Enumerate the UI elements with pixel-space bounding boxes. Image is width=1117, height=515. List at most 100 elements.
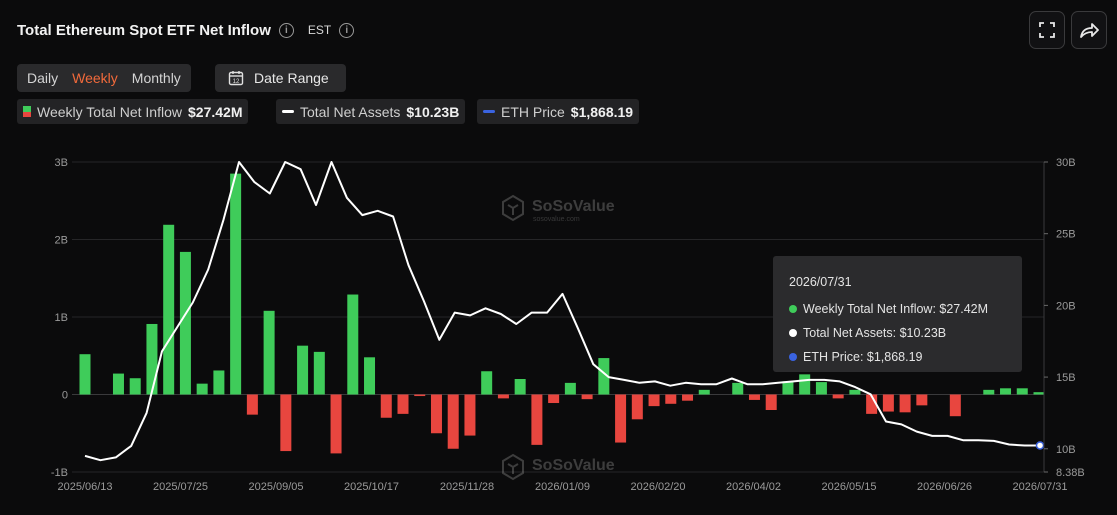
inflow-bar	[782, 381, 794, 395]
tooltip-row-price: ETH Price: $1,868.19	[789, 345, 1006, 369]
x-tick-label: 2026/02/20	[630, 481, 685, 493]
inflow-bar	[866, 394, 878, 414]
x-tick-label: 2026/01/09	[535, 481, 590, 493]
inflow-bar	[564, 382, 576, 395]
y-right-tick-label: 20B	[1056, 300, 1076, 312]
inflow-bar	[246, 394, 258, 415]
legend-eth-price[interactable]: ETH Price $1,868.19	[477, 99, 640, 124]
x-tick-label: 2026/04/02	[726, 481, 781, 493]
y-left-tick-label: 0	[62, 390, 68, 402]
inflow-bar	[849, 389, 861, 395]
inflow-bar	[631, 394, 643, 420]
axes: 3B 2B 1B 0 -1B 30B 25B 20B 15B 10B 8.38B 2025/06/13…	[51, 157, 1085, 493]
x-tick-label: 2026/07/31	[1012, 481, 1067, 493]
x-tick-label: 2026/06/26	[917, 481, 972, 493]
watermark-domain: sosovalue.com	[533, 216, 580, 223]
inflow-bar	[514, 379, 526, 395]
period-weekly-button[interactable]: Weekly	[72, 70, 118, 86]
white-dot-icon	[789, 329, 797, 337]
x-tick-label: 2025/06/13	[57, 481, 112, 493]
info-icon[interactable]: i	[278, 22, 294, 38]
inflow-bar	[464, 394, 476, 436]
legend-weekly-inflow[interactable]: Weekly Total Net Inflow $27.42M	[17, 99, 249, 124]
inflow-bar	[280, 394, 292, 452]
last-point-marker	[1035, 441, 1045, 450]
inflow-bar	[196, 383, 208, 395]
lines	[84, 161, 1045, 462]
inflow-bar	[414, 394, 426, 397]
inflow-bar	[380, 394, 392, 418]
watermark-brand: SoSoValue	[532, 457, 615, 474]
inflow-bar	[748, 394, 760, 400]
inflow-bar	[297, 345, 309, 395]
x-tick-label: 2025/10/17	[344, 481, 399, 493]
inflow-bar	[815, 382, 827, 395]
inflow-bar	[230, 173, 242, 395]
inflow-bar	[732, 382, 744, 395]
inflow-bar	[129, 378, 141, 395]
inflow-bar	[899, 394, 911, 413]
legend-label: ETH Price	[501, 103, 565, 120]
share-button[interactable]	[1071, 11, 1107, 49]
calendar-icon: 12	[228, 71, 244, 86]
y-left-tick-label: 3B	[55, 157, 68, 169]
inflow-bar	[347, 294, 359, 395]
inflow-bar	[497, 394, 509, 399]
inflow-bars	[79, 173, 1045, 454]
inflow-bar	[648, 394, 660, 407]
bar-swatch-icon	[23, 106, 31, 117]
inflow-bar	[615, 394, 627, 443]
date-range-button[interactable]: 12 Date Range	[215, 64, 346, 92]
inflow-bar	[949, 394, 961, 417]
inflow-bar	[983, 389, 995, 395]
tooltip-label: Total Net Assets: $10.23B	[803, 326, 947, 340]
inflow-bar	[313, 351, 325, 395]
inflow-bar	[330, 394, 342, 454]
timezone-info-icon[interactable]: i	[339, 22, 355, 38]
legend-total-net-assets[interactable]: Total Net Assets $10.23B	[276, 99, 466, 124]
inflow-bar	[665, 394, 677, 404]
y-right-tick-label: 30B	[1056, 157, 1076, 169]
legend-label: Total Net Assets	[300, 103, 401, 120]
y-left-tick-label: 2B	[55, 235, 68, 247]
inflow-bar	[481, 371, 493, 395]
period-selector: Daily Weekly Monthly	[17, 64, 191, 92]
y-left-tick-label: 1B	[55, 312, 68, 324]
y-right-tick-label: 15B	[1056, 372, 1076, 384]
line-swatch-icon	[282, 110, 294, 113]
x-tick-label: 2025/09/05	[248, 481, 303, 493]
inflow-bar	[698, 389, 710, 395]
watermark: SoSoValue sosovalue.com SoSoValue	[502, 194, 615, 481]
chart-title: Total Ethereum Spot ETF Net Inflow	[17, 21, 271, 39]
tooltip-row-assets: Total Net Assets: $10.23B	[789, 321, 1006, 345]
y-right-tick-label: 10B	[1056, 444, 1076, 456]
tooltip-date: 2026/07/31	[789, 275, 852, 289]
total-net-assets-line	[84, 161, 1040, 462]
inflow-bar	[916, 394, 928, 406]
inflow-bar	[213, 370, 225, 395]
watermark-brand: SoSoValue	[532, 198, 615, 215]
inflow-bar	[1033, 392, 1045, 395]
inflow-bar	[179, 251, 191, 395]
inflow-bar	[364, 357, 376, 395]
y-left-tick-label: -1B	[51, 467, 68, 479]
inflow-bar	[263, 310, 275, 395]
fullscreen-icon	[1039, 22, 1055, 38]
inflow-bar	[430, 394, 442, 434]
x-tick-label: 2026/05/15	[821, 481, 876, 493]
chart-tooltip: 2026/07/31 Weekly Total Net Inflow: $27.…	[773, 256, 1022, 372]
inflow-bar	[882, 394, 894, 412]
period-daily-button[interactable]: Daily	[27, 70, 59, 86]
svg-text:12: 12	[233, 79, 240, 85]
period-monthly-button[interactable]: Monthly	[131, 70, 181, 86]
date-range-label: Date Range	[254, 70, 329, 86]
inflow-bar	[397, 394, 409, 414]
chart-header: Total Ethereum Spot ETF Net Inflow i EST…	[17, 18, 355, 42]
timezone-label: EST	[307, 23, 332, 37]
tooltip-label: ETH Price: $1,868.19	[803, 350, 923, 364]
legend-value: $10.23B	[406, 103, 460, 120]
fullscreen-button[interactable]	[1029, 11, 1065, 49]
inflow-bar	[112, 373, 124, 395]
line-swatch-icon	[483, 110, 495, 113]
